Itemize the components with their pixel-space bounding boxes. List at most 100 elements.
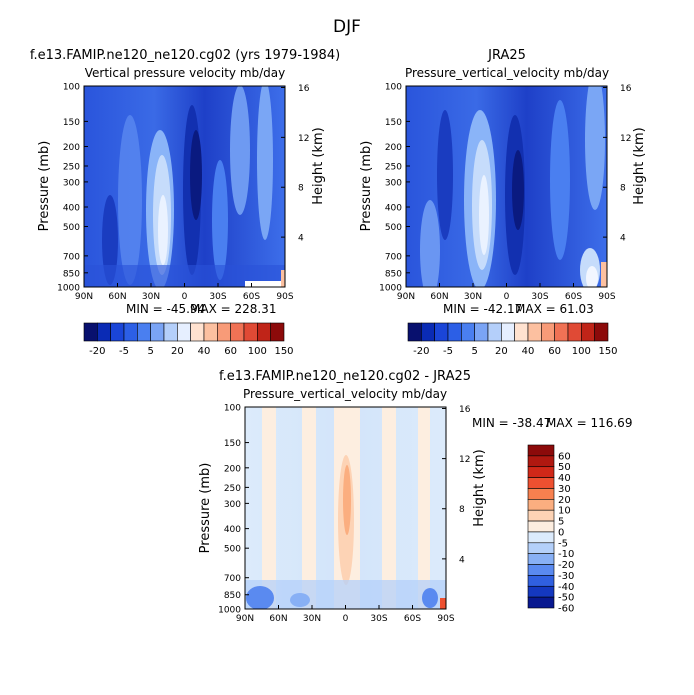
y-tick-label: 500 [63,223,80,233]
y-tick-label: 300 [385,178,402,188]
y-tick-label: 300 [224,500,241,510]
colorbar-swatch [541,322,555,342]
panel-model-contours [84,86,285,287]
colorbar-label: -30 [558,571,574,582]
y2-tick-label: 8 [298,184,304,194]
panel-obs-subtitle: Pressure_vertical_velocity mb/day [405,66,609,80]
colorbar-swatch [203,322,218,342]
colorbar-swatch [474,322,489,342]
y-tick-label: 100 [63,83,80,93]
y2-tick-label: 4 [298,234,304,244]
colorbar-swatch [567,322,582,342]
y-tick-label: 200 [63,143,80,153]
y-tick-label: 850 [385,269,402,279]
y-tick-label: 100 [385,83,402,93]
x-tick-label: 30N [142,292,160,302]
y2-tick-label: 12 [620,134,631,144]
colorbar-swatch [243,322,258,342]
contour-blob [245,580,446,609]
y-tick-label: 400 [385,204,402,214]
contour-blob [418,407,430,609]
colorbar-swatch [270,322,285,342]
colorbar-model: -20 -5 5 20 40 60 100 150 [83,322,294,357]
y2-tick-label: 4 [620,234,626,244]
y-tick-label: 100 [224,404,241,414]
colorbar-label: 20 [558,495,571,506]
x-tick-label: 90S [598,292,615,302]
x-tick-label: 90N [75,292,93,302]
panel-obs: JRA25 Pressure_vertical_velocity mb/day … [359,48,647,316]
contour-blob [190,130,202,220]
colorbar-label: -20 [89,346,105,357]
panel-diff-contours [245,407,446,609]
colorbar-swatch [527,531,555,544]
contour-blob [512,150,524,230]
x-tick-label: 0 [504,292,510,302]
colorbar-swatch [177,322,191,342]
contour-blob [437,110,453,240]
y2-tick-label: 8 [459,505,465,515]
colorbar-label: 5 [147,346,153,357]
x-tick-label: 60S [243,292,260,302]
panel-diff-subtitle: Pressure_vertical_velocity mb/day [243,387,447,401]
panel-model: f.e13.FAMIP.ne120_ne120.cg02 (yrs 1979-1… [30,48,340,316]
y-tick-label: 150 [385,118,402,128]
colorbar-swatch [527,564,555,576]
colorbar-label: 150 [598,346,617,357]
contour-blob [440,598,446,609]
y-tick-label: 850 [224,591,241,601]
colorbar-swatch [487,322,502,342]
y-tick-label: 700 [385,252,402,262]
colorbar-label: -50 [558,593,574,604]
y2-tick-label: 8 [620,184,626,194]
y-tick-label: 850 [63,269,80,279]
figure-title: DJF [333,17,361,37]
y2-tick-label: 4 [459,555,465,565]
y-tick-label: 250 [385,162,402,172]
y-tick-label: 200 [385,143,402,153]
colorbar-swatch [527,520,555,533]
contour-blob [601,262,607,287]
colorbar-swatch [527,455,555,468]
x-tick-label: 90N [236,614,254,624]
colorbar-label: -20 [558,560,574,571]
missing-data [245,281,281,287]
y2-tick-label: 16 [459,405,471,415]
colorbar-swatch [527,444,555,457]
contour-blob [118,115,142,285]
panel-model-ylabel: Pressure (mb) [37,141,52,232]
y-tick-label: 400 [63,204,80,214]
colorbar-label: 0 [558,527,564,538]
colorbar-swatch [407,322,422,342]
panel-obs-max: MAX = 61.03 [515,302,594,316]
colorbar-swatch [527,509,555,522]
panel-obs-min: MIN = -42.17 [443,302,522,316]
y-tick-label: 150 [224,439,241,449]
colorbar-swatch [257,322,271,342]
colorbar-label: -5 [119,346,129,357]
colorbar-label: 50 [558,462,571,473]
colorbar-label: 100 [572,346,591,357]
y-tick-label: 150 [63,118,80,128]
panel-obs-title: JRA25 [487,48,526,63]
colorbar-label: 100 [248,346,267,357]
x-tick-label: 90N [397,292,415,302]
x-tick-label: 60S [404,614,421,624]
colorbar-swatch [434,322,449,342]
contour-blob [420,200,440,287]
colorbar-swatch [501,322,515,342]
colorbar-swatch [527,322,542,342]
y-tick-label: 250 [63,162,80,172]
contour-blob [382,407,396,609]
panel-model-min: MIN = -45.94 [126,302,205,316]
x-tick-label: 90S [437,614,454,624]
contour-blob [290,593,310,607]
x-tick-label: 0 [343,614,349,624]
colorbar-label: 40 [198,346,211,357]
x-tick-label: 90S [276,292,293,302]
x-tick-label: 30S [531,292,548,302]
y-tick-label: 300 [63,178,80,188]
x-tick-label: 0 [182,292,188,302]
colorbar-label: -5 [443,346,453,357]
